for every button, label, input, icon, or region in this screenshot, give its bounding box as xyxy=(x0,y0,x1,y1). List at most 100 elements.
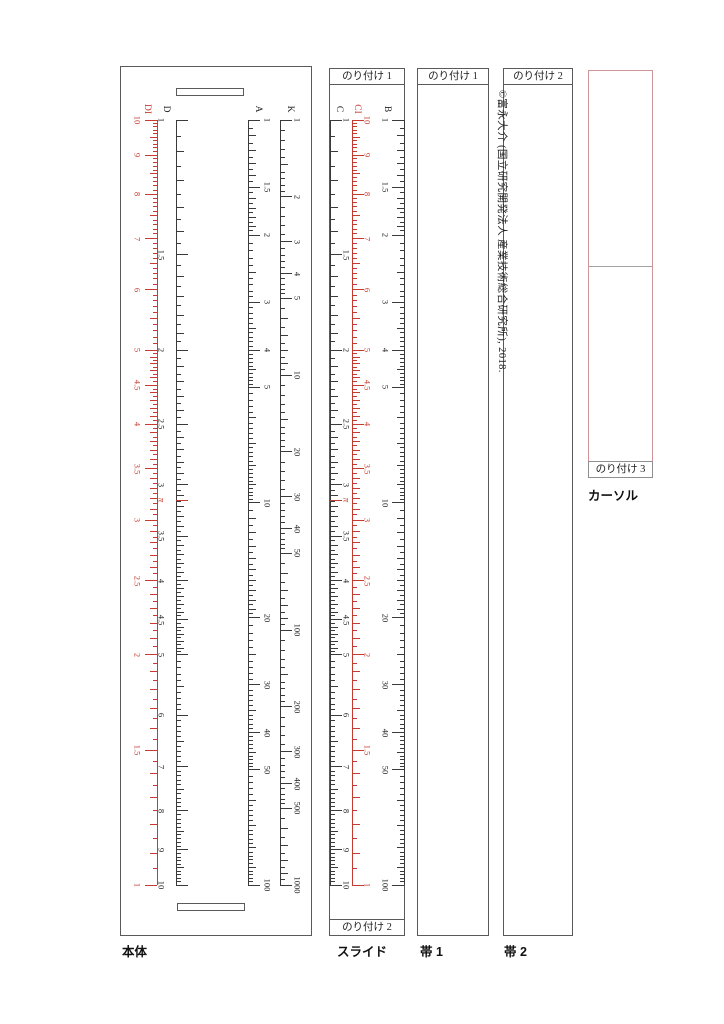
scale-tick xyxy=(176,874,181,876)
scale-tick xyxy=(176,860,181,862)
scale-tick xyxy=(152,324,157,326)
scale-tick xyxy=(280,206,285,208)
scale-tick xyxy=(352,133,357,135)
scale-tick xyxy=(352,423,364,425)
scale-tick xyxy=(399,744,404,746)
scale-tick xyxy=(330,667,335,669)
scale-tick xyxy=(352,126,357,128)
scale-tick xyxy=(352,689,360,691)
scale-tick xyxy=(352,638,360,639)
scale-tick xyxy=(149,449,157,451)
scale-tick xyxy=(176,575,181,577)
scale-tick xyxy=(352,238,364,239)
scale-label: 2.5 xyxy=(341,419,352,430)
scale-tick xyxy=(152,126,157,128)
scale-tick xyxy=(392,234,404,236)
scale-tick xyxy=(352,718,357,720)
scale-tick xyxy=(248,678,253,680)
scale-tick xyxy=(248,217,256,219)
scale-tick xyxy=(176,423,188,425)
scale-tick xyxy=(152,761,157,763)
scale-label: 3 xyxy=(341,482,352,488)
scale-tick xyxy=(399,447,404,449)
scale-tick xyxy=(248,557,256,559)
scale-tick xyxy=(152,482,157,484)
scale-label: 4 xyxy=(262,348,273,353)
scale-tick xyxy=(152,278,157,280)
scale-tick xyxy=(152,252,157,254)
scale-label: 5 xyxy=(341,652,352,657)
scale-tick xyxy=(352,370,360,372)
scale-tick xyxy=(330,849,342,851)
scale-header-K: K xyxy=(284,105,295,113)
scale-tick xyxy=(248,312,253,314)
scale-tick xyxy=(280,751,292,753)
scale-tick xyxy=(176,341,181,343)
scale-tick xyxy=(330,455,335,457)
scale-tick xyxy=(352,177,357,179)
scale-tick xyxy=(352,396,357,398)
scale-tick xyxy=(399,695,404,697)
scale-tick xyxy=(152,150,157,152)
scale-tick xyxy=(152,718,157,720)
scale-tick xyxy=(280,261,285,263)
scale-tick xyxy=(399,838,404,840)
scale-tick xyxy=(399,242,404,244)
scale-tick xyxy=(152,140,157,142)
scale-tick xyxy=(176,403,181,405)
scale-tick xyxy=(145,884,157,886)
scale-tick xyxy=(176,530,181,532)
scale-tick xyxy=(396,517,404,519)
scale-tick xyxy=(330,545,338,547)
scale-tick xyxy=(399,612,404,614)
scale-tick xyxy=(330,349,342,351)
scale-tick xyxy=(330,478,335,480)
scale-tick xyxy=(149,554,157,556)
scale-tick xyxy=(280,681,285,683)
scale-tick xyxy=(330,679,335,681)
scale-tick xyxy=(176,766,188,767)
scale-tick xyxy=(399,488,404,490)
scale-tick xyxy=(176,845,181,847)
scale-tick xyxy=(176,242,181,244)
scale-tick xyxy=(352,797,360,799)
scale-tick xyxy=(396,590,404,592)
scale-tick xyxy=(176,756,181,758)
scale-tick xyxy=(152,267,157,269)
scale-tick xyxy=(330,814,335,816)
scale-tick xyxy=(399,723,404,725)
scale-label: 2.5 xyxy=(132,575,143,586)
scale-tick xyxy=(176,842,181,844)
scale-tick xyxy=(392,349,404,351)
scale-tick xyxy=(330,884,342,886)
scale-tick xyxy=(352,810,357,812)
scale-tick xyxy=(176,588,184,590)
scale-tick xyxy=(392,884,404,886)
scale-tick xyxy=(149,377,157,379)
scale-tick xyxy=(280,411,285,413)
scale-tick xyxy=(152,503,157,505)
scale-tick xyxy=(248,163,256,165)
scale-tick xyxy=(352,482,357,484)
scale-tick xyxy=(248,608,256,610)
scale-tick xyxy=(176,703,181,705)
scale-tick xyxy=(399,380,404,382)
scale-label: 2 xyxy=(292,194,303,199)
scale-tick xyxy=(280,878,285,880)
scale-tick xyxy=(352,868,357,870)
scale-tick xyxy=(176,725,181,727)
scale-tick xyxy=(149,262,157,264)
scale-tick xyxy=(248,341,253,343)
scale-tick xyxy=(149,399,157,401)
scale-tick xyxy=(280,267,285,269)
scale-header-C: C xyxy=(333,105,344,113)
scale-tick xyxy=(248,393,253,395)
scale-tick xyxy=(248,264,253,266)
scale-tick xyxy=(280,119,292,121)
scale-label: 3 xyxy=(132,517,143,523)
scale-tick xyxy=(149,542,157,544)
scale-tick xyxy=(176,877,181,879)
scale-label: 7 xyxy=(156,764,167,769)
scale-tick xyxy=(176,801,181,803)
scale-tick xyxy=(280,563,285,565)
